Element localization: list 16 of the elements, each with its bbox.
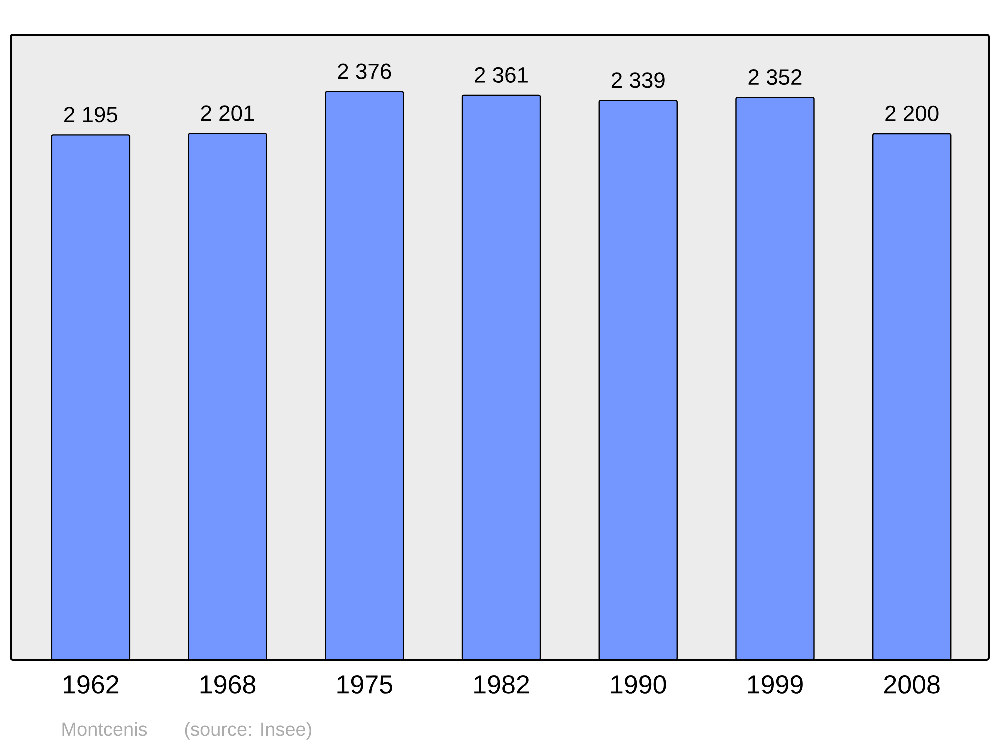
x-tick-label: 1982 bbox=[474, 676, 530, 694]
x-tick-label: 1999 bbox=[748, 676, 803, 694]
text: (source: Insee) bbox=[185, 722, 312, 740]
x-tick-label: 1990 bbox=[611, 676, 666, 694]
data-label: 2 352 bbox=[748, 70, 802, 86]
data-label: 2 195 bbox=[64, 107, 118, 123]
data-label: 2 200 bbox=[886, 106, 939, 122]
data-label: 2 361 bbox=[475, 67, 528, 83]
x-tick-label: 1962 bbox=[64, 676, 119, 694]
x-tick-label: 1975 bbox=[338, 676, 392, 694]
data-label: 2 339 bbox=[612, 72, 665, 88]
data-label: 2 376 bbox=[338, 64, 392, 80]
data-label: 2 201 bbox=[201, 106, 254, 122]
text: Montcenis bbox=[62, 722, 148, 736]
x-tick-label: 2008 bbox=[884, 676, 940, 694]
x-tick-label: 1968 bbox=[200, 676, 256, 694]
